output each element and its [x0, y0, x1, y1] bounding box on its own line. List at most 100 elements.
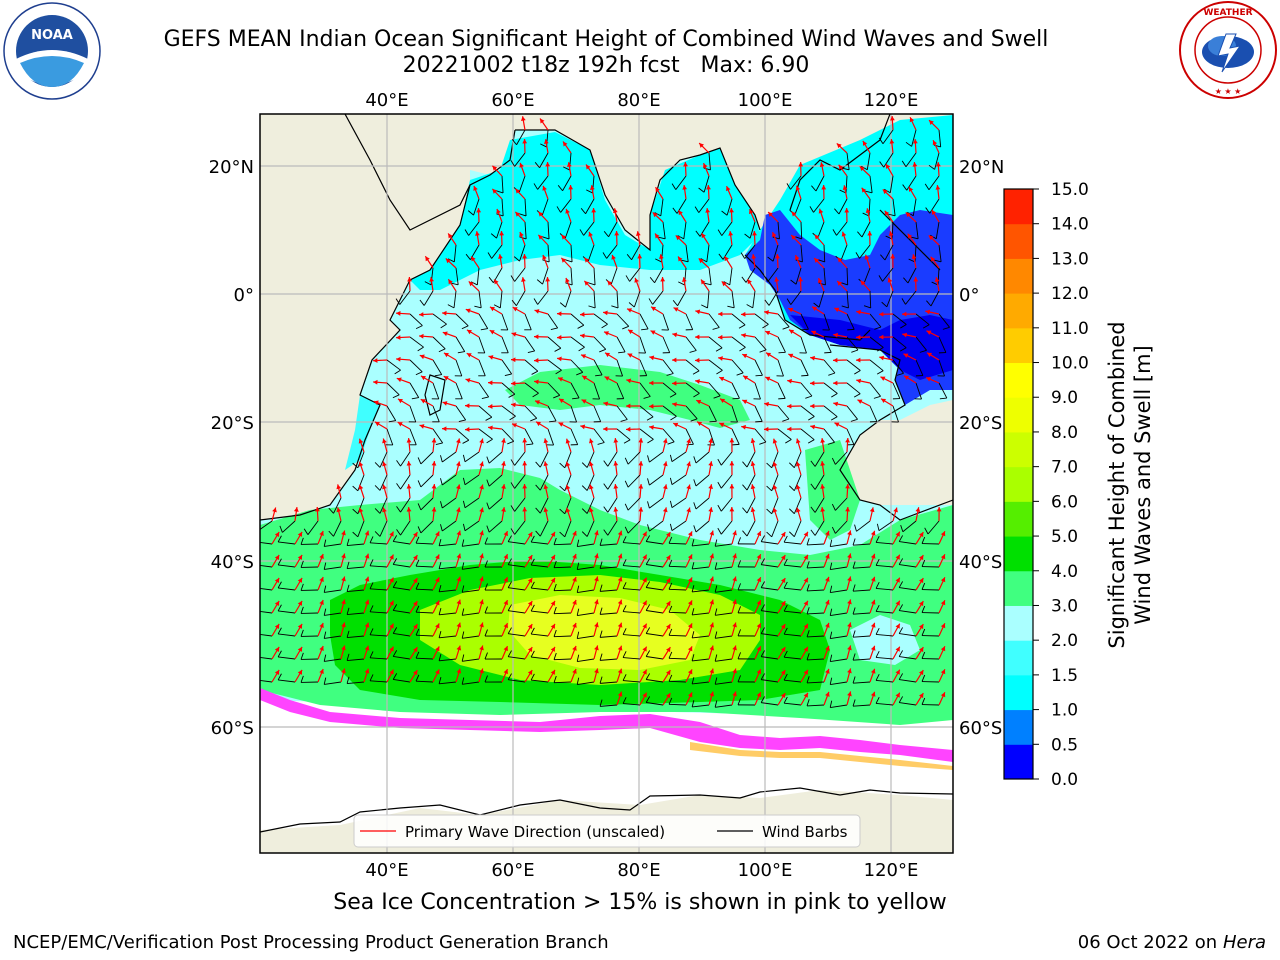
wave-direction-arrowhead — [810, 355, 815, 361]
wave-direction-arrowhead — [341, 645, 346, 651]
wave-direction-arrowhead — [397, 398, 403, 404]
wave-direction-arrowhead — [413, 555, 418, 561]
wind-barb — [784, 679, 802, 683]
wave-direction-arrowhead — [566, 162, 572, 167]
wave-direction-arrowhead — [709, 668, 715, 674]
wave-direction-arrowhead — [666, 532, 671, 538]
wind-barb-flag — [588, 282, 596, 286]
wave-direction-arrowhead — [614, 231, 620, 236]
wind-barb-flag — [810, 529, 816, 536]
wind-barb — [547, 382, 561, 396]
wave-direction-arrowhead — [687, 600, 693, 606]
wind-barb — [531, 656, 549, 660]
wind-barb-flag — [461, 631, 465, 639]
wave-direction-arrowhead — [319, 599, 324, 605]
wind-barb — [806, 612, 825, 615]
wind-barb-flag — [645, 581, 651, 588]
wind-barb — [282, 520, 296, 533]
wave-direction-arrowhead — [389, 646, 394, 652]
wind-barb-flag — [549, 420, 557, 423]
wave-direction-arrowhead — [859, 166, 865, 172]
wind-barb — [777, 221, 780, 239]
wind-barb — [370, 565, 388, 568]
wind-barb-flag — [624, 457, 629, 465]
wind-barb — [720, 520, 733, 535]
wind-barb-flag — [563, 166, 570, 171]
wind-barb-flag — [346, 676, 350, 684]
wave-direction-arrowhead — [558, 377, 563, 382]
wind-barb — [806, 589, 825, 592]
wave-direction-arrowhead — [686, 461, 691, 467]
wind-barb — [462, 681, 480, 685]
wind-barb-flag — [901, 160, 907, 167]
wave-direction-arrowhead — [913, 139, 918, 144]
wind-barb-flag — [300, 560, 304, 568]
wind-barb-flag — [415, 674, 420, 682]
wave-direction-arrowhead — [586, 164, 591, 170]
wind-barb-flag — [461, 654, 465, 662]
wave-direction-arrowhead — [909, 117, 915, 123]
wind-barb — [937, 267, 940, 285]
wave-direction-arrowhead — [687, 577, 693, 583]
wave-direction-arrowhead — [820, 438, 826, 443]
wave-direction-arrowhead — [847, 576, 852, 582]
wave-direction-arrowhead — [721, 281, 727, 287]
wave-direction-arrowhead — [435, 600, 440, 606]
wind-barb-flag — [599, 348, 606, 353]
wave-direction-arrowhead — [604, 331, 609, 336]
wave-direction-arrowhead — [732, 576, 737, 582]
wind-barb — [856, 520, 871, 532]
wind-barb — [478, 428, 493, 440]
wind-barb-flag — [440, 524, 443, 532]
wind-barb — [524, 313, 532, 330]
wave-direction-arrowhead — [479, 645, 484, 651]
wind-barb-flag — [901, 298, 906, 305]
wave-direction-arrowhead — [527, 624, 533, 630]
wave-direction-arrowhead — [819, 162, 825, 168]
wind-barb-flag — [599, 538, 603, 546]
wave-direction-arrowhead — [719, 376, 725, 382]
wave-direction-arrowhead — [687, 692, 693, 698]
wave-direction-arrowhead — [389, 600, 394, 606]
wave-direction-arrowhead — [466, 329, 472, 335]
lat-tick-left-60s: 60°S — [211, 718, 254, 739]
wind-barb — [379, 474, 388, 491]
wave-direction-arrowhead — [732, 668, 737, 674]
wave-direction-arrowhead — [856, 309, 861, 315]
wave-direction-arrowhead — [879, 355, 885, 361]
wave-direction-arrowhead — [825, 553, 830, 559]
colorbar-swatch — [1004, 536, 1033, 572]
wind-barb-flag — [553, 394, 560, 399]
wave-direction-arrowhead — [297, 646, 303, 652]
wind-barb-flag — [669, 500, 673, 508]
wave-direction-arrowhead — [814, 234, 820, 240]
wind-barb-flag — [806, 699, 810, 707]
wave-direction-arrowhead — [893, 507, 898, 513]
wind-barb-flag — [939, 397, 947, 400]
wind-barb — [600, 543, 618, 546]
wind-barb-flag — [628, 302, 635, 308]
wave-direction-arrowhead — [795, 185, 801, 191]
wave-direction-arrowhead — [940, 646, 946, 652]
wind-barb-flag — [277, 673, 282, 681]
wave-direction-arrowhead — [718, 334, 723, 340]
wind-barb — [668, 565, 687, 568]
wave-direction-arrowhead — [503, 600, 508, 606]
wave-direction-arrowhead — [870, 668, 876, 674]
map-area[interactable] — [255, 114, 953, 853]
wind-barb-flag — [323, 562, 327, 570]
wind-barb-flag — [484, 560, 488, 568]
wave-direction-arrowhead — [319, 530, 324, 536]
wind-barb — [539, 152, 549, 168]
wave-direction-arrowhead — [756, 554, 762, 560]
wind-barb — [577, 635, 595, 639]
wind-barb — [754, 359, 763, 376]
wind-barb-flag — [670, 416, 677, 421]
wind-barb-flag — [805, 395, 813, 399]
wind-barb — [370, 611, 388, 614]
wind-barb-flag — [789, 508, 795, 514]
wind-barb — [508, 541, 526, 545]
wave-direction-arrowhead — [756, 600, 762, 606]
wave-direction-arrowhead — [756, 692, 762, 698]
wind-barb — [777, 313, 790, 328]
